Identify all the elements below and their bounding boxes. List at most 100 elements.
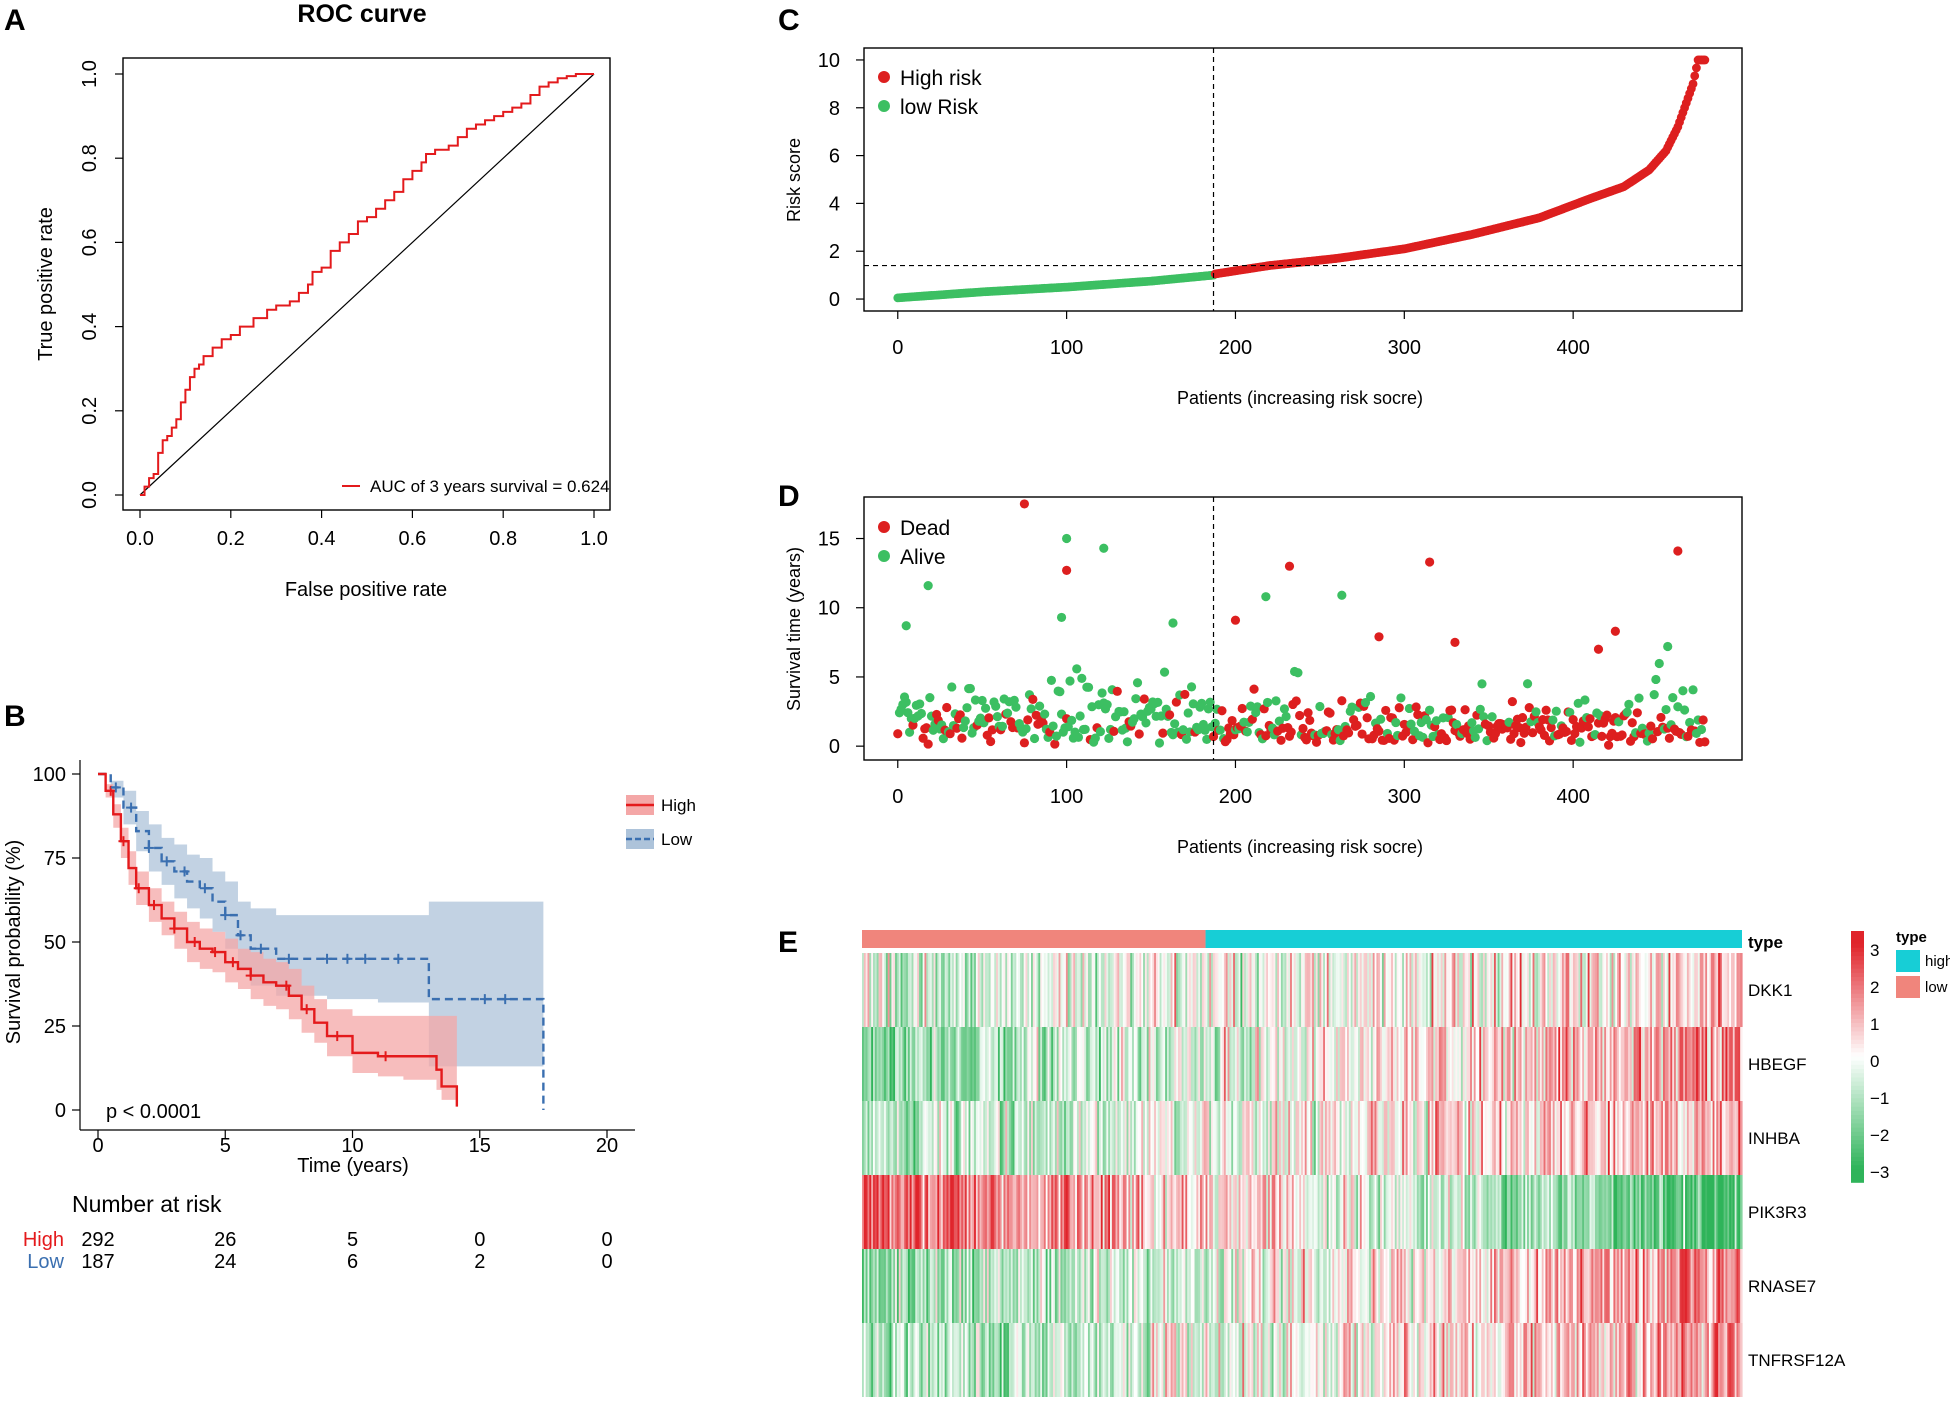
heatmap-cell bbox=[1242, 1027, 1245, 1101]
heatmap-cell bbox=[1424, 1101, 1427, 1175]
heatmap-cell bbox=[1308, 1323, 1311, 1397]
heatmap-cell bbox=[1073, 953, 1076, 1027]
heatmap-cell bbox=[1609, 1175, 1613, 1249]
heatmap-cell bbox=[974, 1101, 977, 1175]
heatmap-cell bbox=[1053, 1249, 1056, 1323]
heatmap-cell bbox=[878, 953, 881, 1027]
heatmap-cell bbox=[1426, 1249, 1429, 1323]
heatmap-cell bbox=[1008, 1175, 1012, 1249]
heatmap-cell bbox=[1495, 1101, 1499, 1175]
heatmap-cell bbox=[909, 1175, 913, 1249]
heatmap-cell bbox=[880, 1323, 883, 1397]
heatmap-cell bbox=[1242, 1101, 1245, 1175]
heatmap-cell bbox=[1646, 1249, 1649, 1323]
heatmap-cell bbox=[1008, 1323, 1012, 1397]
heatmap-cell bbox=[1407, 1175, 1411, 1249]
heatmap-cell bbox=[862, 1101, 865, 1175]
heatmap-cell bbox=[1211, 1027, 1214, 1101]
heatmap-cell bbox=[1220, 1249, 1223, 1323]
heatmap-cell bbox=[1615, 1101, 1618, 1175]
heatmap-cell bbox=[1212, 1249, 1216, 1323]
heatmap-cell bbox=[1712, 953, 1716, 1027]
heatmap-cell bbox=[904, 1249, 907, 1323]
heatmap-cell bbox=[1446, 953, 1449, 1027]
heatmap-cell bbox=[1321, 1175, 1324, 1249]
status-point-dead bbox=[1446, 705, 1457, 715]
heatmap-cell bbox=[1119, 1175, 1122, 1249]
heatmap-cell bbox=[1047, 1249, 1050, 1323]
heatmap-cell bbox=[1488, 1027, 1491, 1101]
heatmap-cell bbox=[1330, 1249, 1333, 1323]
heatmap-cell bbox=[885, 1027, 889, 1101]
heatmap-cell bbox=[1008, 1101, 1012, 1175]
heatmap-cell bbox=[1330, 953, 1333, 1027]
heatmap-cell bbox=[1374, 1175, 1378, 1249]
heatmap-cell bbox=[1402, 1101, 1405, 1175]
heatmap-cell bbox=[1312, 1175, 1315, 1249]
status-point-alive bbox=[1099, 543, 1109, 553]
heatmap-cell bbox=[1233, 1101, 1236, 1175]
heatmap-cell bbox=[1563, 1101, 1567, 1175]
legend-dead-dot bbox=[878, 521, 890, 533]
heatmap-cell bbox=[884, 1323, 887, 1397]
heatmap-cell bbox=[1152, 1249, 1155, 1323]
heatmap-cell bbox=[1104, 1249, 1107, 1323]
heatmap-cell bbox=[977, 1175, 981, 1249]
heatmap-cell bbox=[1121, 953, 1124, 1027]
heatmap-cell bbox=[929, 1323, 933, 1397]
heatmap-cell bbox=[1146, 1249, 1150, 1323]
heatmap-cell bbox=[1183, 1249, 1186, 1323]
heatmap-cell bbox=[1086, 953, 1089, 1027]
heatmap-cell bbox=[1176, 1323, 1179, 1397]
heatmap-cell bbox=[1705, 1249, 1708, 1323]
heatmap-cell bbox=[1561, 953, 1565, 1027]
heatmap-cell bbox=[1403, 1101, 1407, 1175]
heatmap-cell bbox=[1286, 953, 1289, 1027]
heatmap-cell bbox=[1126, 1323, 1129, 1397]
heatmap-cell bbox=[944, 1027, 948, 1101]
status-point-dead bbox=[1627, 718, 1637, 728]
heatmap-cell bbox=[1457, 953, 1460, 1027]
heatmap-cell bbox=[1189, 1101, 1192, 1175]
heatmap-cell bbox=[1297, 1101, 1300, 1175]
heatmap-cell bbox=[981, 1249, 984, 1323]
heatmap-cell bbox=[880, 1101, 883, 1175]
heatmap-cell bbox=[1657, 953, 1660, 1027]
heatmap-cell bbox=[1699, 1027, 1703, 1101]
heatmap-cell bbox=[1245, 1101, 1249, 1175]
heatmap-cell bbox=[957, 953, 960, 1027]
heatmap-cell bbox=[922, 1249, 926, 1323]
heatmap-cell bbox=[1635, 953, 1638, 1027]
status-point-alive bbox=[1097, 688, 1107, 698]
heatmap-cell bbox=[1646, 1175, 1649, 1249]
heatmap-cell bbox=[1503, 1027, 1506, 1101]
heatmap-cell bbox=[1365, 1175, 1368, 1249]
heatmap-cell bbox=[1258, 1027, 1262, 1101]
heatmap-cell bbox=[1141, 1249, 1144, 1323]
heatmap-cell bbox=[1521, 1323, 1524, 1397]
heatmap-cell bbox=[1347, 1175, 1350, 1249]
heatmap-cell bbox=[1087, 1027, 1091, 1101]
heatmap-cell bbox=[1080, 1323, 1084, 1397]
heatmap-cell bbox=[1400, 953, 1403, 1027]
heatmap-cell bbox=[1244, 1027, 1247, 1101]
heatmap-cell bbox=[915, 1175, 918, 1249]
heatmap-cell bbox=[1187, 1175, 1190, 1249]
heatmap-cell bbox=[1098, 1027, 1102, 1101]
heatmap-cell bbox=[1150, 1323, 1153, 1397]
heatmap-cell bbox=[1628, 1027, 1631, 1101]
heatmap-cell bbox=[985, 1027, 988, 1101]
heatmap-cell bbox=[1493, 1249, 1497, 1323]
heatmap-cell bbox=[1604, 1027, 1607, 1101]
heatmap-cell bbox=[1251, 1323, 1254, 1397]
heatmap-cell bbox=[1738, 1101, 1741, 1175]
status-point-alive bbox=[1668, 693, 1678, 703]
heatmap-cell bbox=[1420, 1101, 1423, 1175]
heatmap-cell bbox=[1413, 953, 1416, 1027]
heatmap-cell bbox=[1229, 953, 1232, 1027]
heatmap-cell bbox=[1405, 1323, 1409, 1397]
heatmap-cell bbox=[1086, 1249, 1089, 1323]
heatmap-cell bbox=[1517, 1175, 1521, 1249]
heatmap-cell bbox=[944, 1249, 948, 1323]
heatmap-cell bbox=[1584, 1175, 1587, 1249]
